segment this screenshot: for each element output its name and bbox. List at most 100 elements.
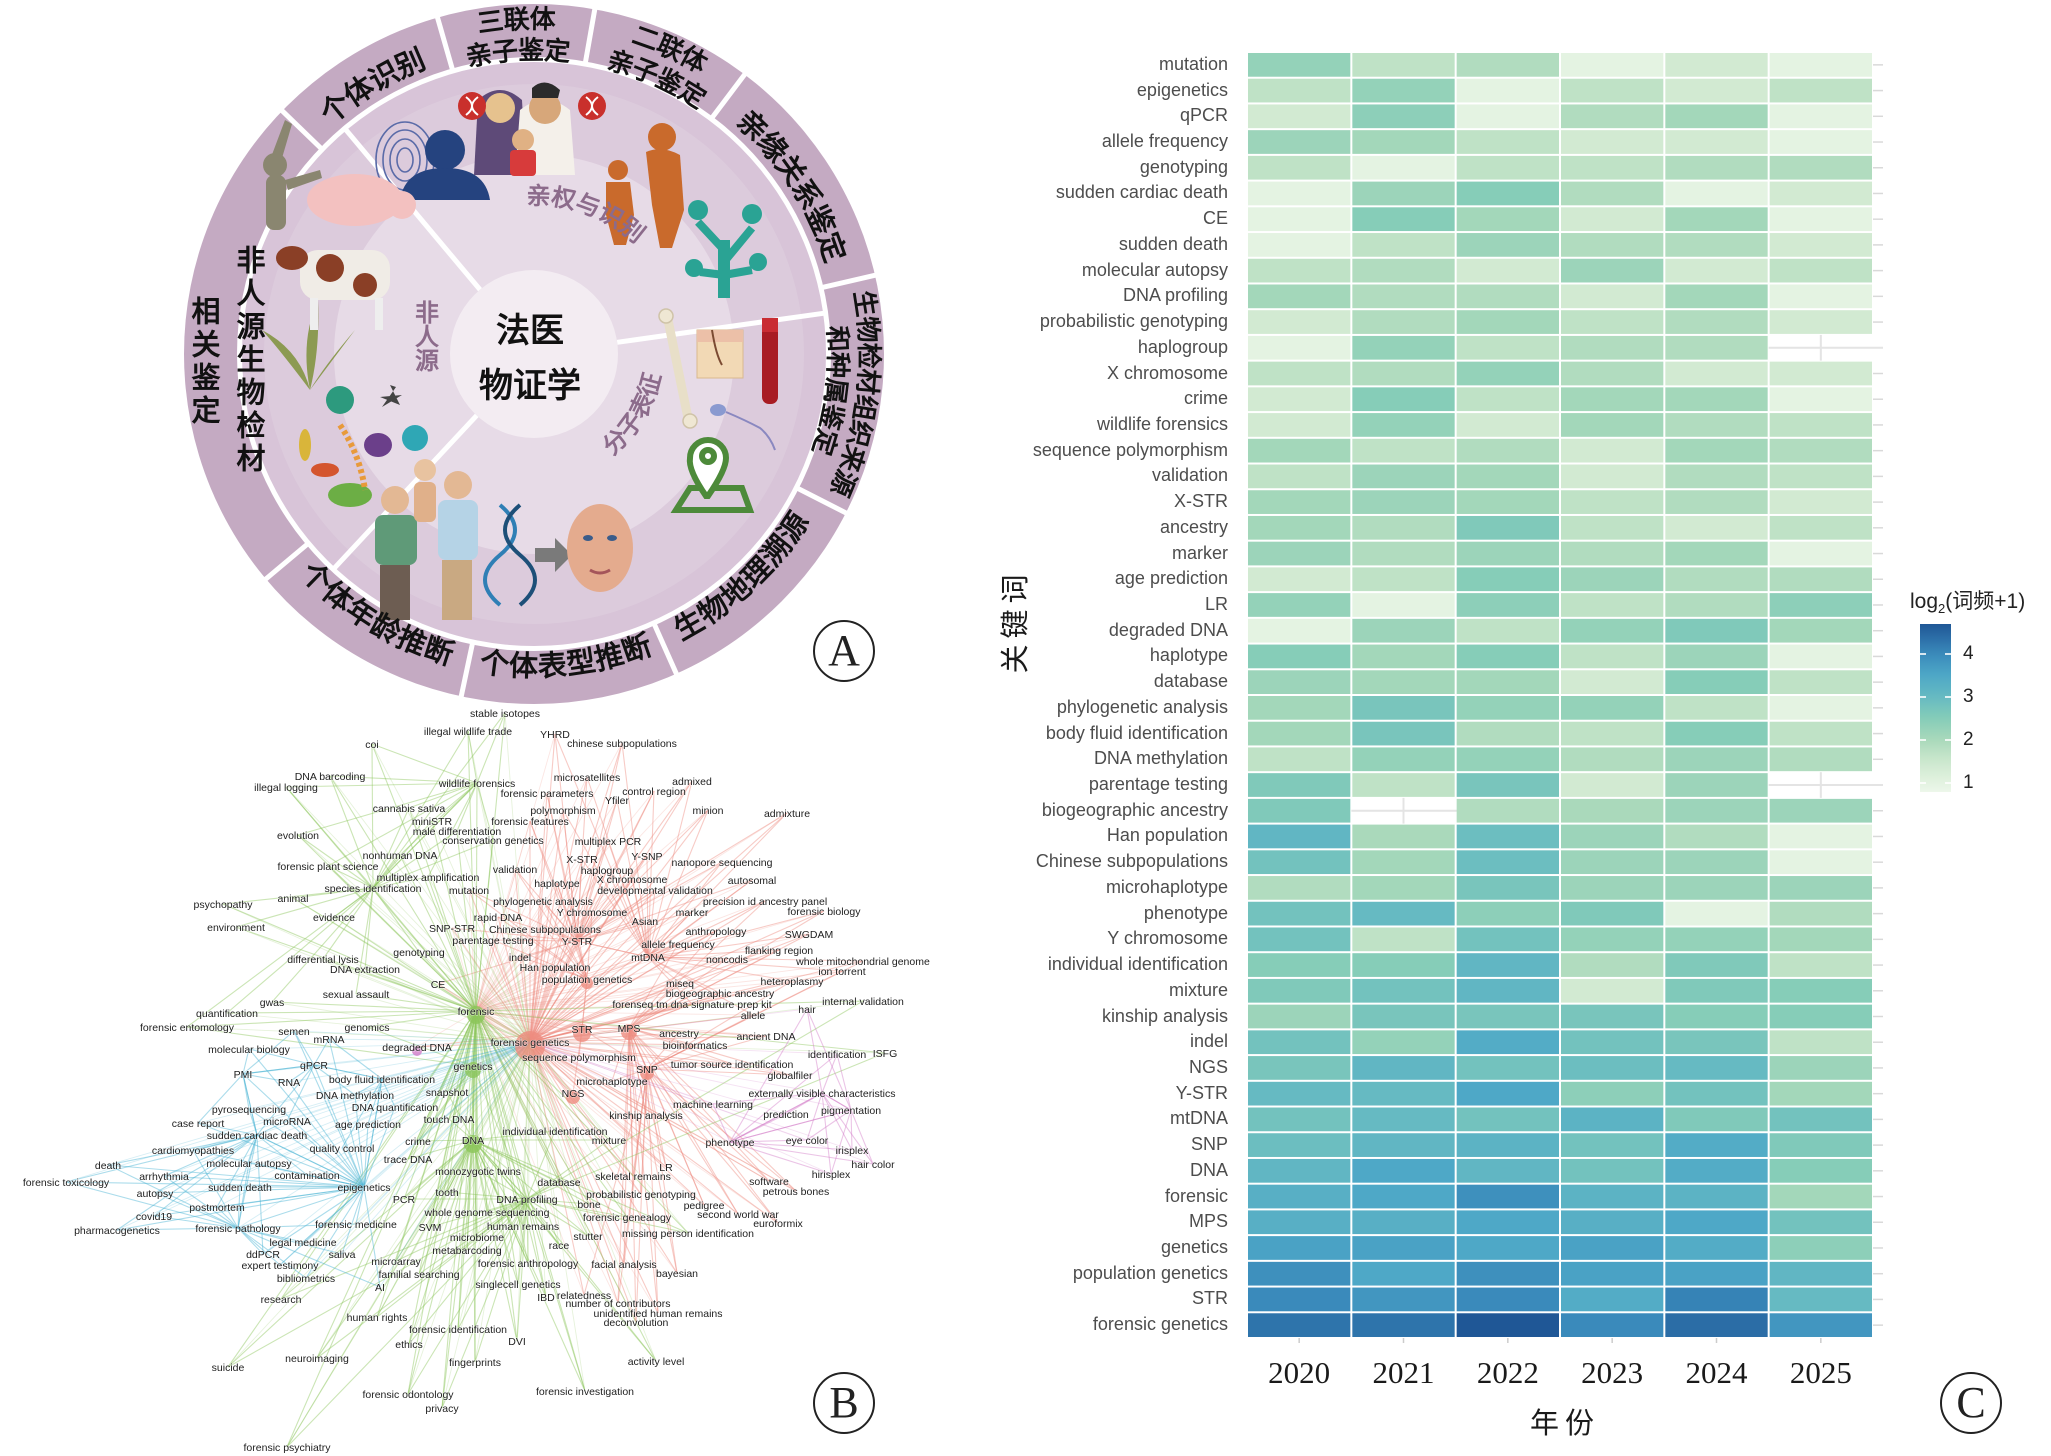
network-edge	[418, 951, 477, 1012]
network-term: admixture	[764, 808, 810, 820]
network-edge	[519, 956, 531, 1043]
network-term: MPS	[618, 1023, 641, 1035]
network-edge	[472, 1139, 524, 1227]
network-edge	[192, 1134, 258, 1151]
network-term: pigmentation	[821, 1105, 881, 1117]
network-edge	[216, 1186, 365, 1208]
network-term: Chinese subpopulations	[489, 924, 601, 936]
heatmap-cell: individual identification 2023: 1.9	[1561, 953, 1664, 977]
heatmap-cell: microhaplotype 2020: 1.9	[1248, 876, 1351, 900]
network-edge	[237, 1227, 307, 1279]
network-edge	[237, 1223, 357, 1229]
heatmap-cell: haplogroup 2024: 1.9	[1665, 335, 1768, 360]
network-edge	[468, 889, 531, 1043]
network-term: forensic identification	[409, 1324, 507, 1336]
network-term: forensic anthropology	[478, 1258, 579, 1270]
network-edge	[395, 1041, 531, 1262]
network-term: suicide	[212, 1362, 245, 1374]
heatmap-cell: Y chromosome 2023: 2.3	[1561, 927, 1664, 952]
network-term: AI	[375, 1282, 385, 1294]
heatmap-cell: marker 2024: 2.1	[1665, 541, 1768, 566]
network-edge	[647, 956, 681, 984]
network-edge	[475, 1010, 634, 1177]
network-hub-node	[464, 1135, 482, 1153]
legend-title-subscript: 2	[1938, 601, 1946, 617]
network-edge	[427, 782, 478, 878]
network-edge	[408, 807, 531, 1043]
network-edge	[372, 830, 458, 889]
heatmap-cell: database 2024: 2.5	[1665, 670, 1768, 694]
network-edge	[163, 1175, 365, 1188]
network-hubs	[412, 977, 654, 1153]
network-edge	[381, 1078, 396, 1108]
network-edge	[529, 780, 693, 1043]
network-edge	[529, 1041, 619, 1304]
network-edge	[475, 868, 516, 1012]
network-edge	[237, 1162, 250, 1229]
network-edge	[475, 1000, 864, 1012]
network-edge	[154, 1186, 365, 1194]
keyword-label: Y-STR	[1175, 1082, 1228, 1103]
network-edge	[457, 1198, 528, 1330]
network-edge	[279, 1041, 531, 1266]
heatmap-cell: mixture 2021: 2.8	[1352, 978, 1455, 1003]
network-edge	[427, 876, 531, 1043]
network-edge	[256, 1041, 531, 1136]
network-edge	[437, 940, 578, 985]
network-edge	[472, 1139, 560, 1183]
keyword-label: validation	[1151, 465, 1228, 486]
heatmap-cell: mutation 2021: 1.7	[1352, 53, 1455, 77]
heatmap-cell: DNA methylation 2022: 2.3	[1456, 747, 1559, 772]
heatmap-cell: MPS 2025: 2.8	[1769, 1210, 1872, 1235]
heatmap-cell: X-STR 2021: 2.2	[1352, 490, 1455, 514]
network-edge	[226, 1012, 531, 1043]
network-edge	[576, 920, 646, 942]
keyword-label: SNP	[1190, 1134, 1228, 1155]
network-edge	[242, 1073, 258, 1136]
network-edge	[192, 1149, 365, 1188]
outer-divider	[434, 14, 455, 71]
network-edge	[418, 1010, 477, 1275]
heatmap-cell: genotyping 2024: 1.9	[1665, 155, 1768, 180]
network-edge	[475, 1010, 619, 1304]
network-edge	[472, 1139, 529, 1264]
network-term: bayesian	[656, 1268, 698, 1280]
network-edge	[285, 782, 478, 788]
network-edge	[475, 982, 681, 1012]
network-edge	[355, 993, 531, 1043]
keyword-label: LR	[1204, 593, 1228, 614]
network-edge	[441, 1198, 528, 1409]
network-edge	[448, 1041, 531, 1120]
network-edge	[407, 1139, 474, 1160]
heatmap-cell: sequence polymorphism 2024: 2.1	[1665, 438, 1768, 463]
network-edge	[517, 1198, 528, 1285]
network-edge	[562, 809, 578, 942]
network-edge	[333, 916, 477, 1012]
heatmap-cell: population genetics 2021: 3.5	[1352, 1261, 1455, 1286]
network-edge	[256, 1064, 315, 1136]
heatmap-cell: haplotype 2023: 1.7	[1561, 644, 1664, 669]
network-term: forensic psychiatry	[244, 1442, 332, 1454]
network-edge	[529, 1041, 560, 1183]
network-edge	[529, 949, 780, 1043]
network-term: multiplex PCR	[575, 836, 642, 848]
heatmap-cell: validation 2020: 1.7	[1248, 464, 1351, 489]
heatmap-cell: Y chromosome 2022: 2.8	[1456, 927, 1559, 952]
network-edge	[367, 1078, 383, 1125]
heatmap-cell: allele frequency 2025: 1	[1769, 130, 1872, 154]
heatmap-cell: parentage testing 2023: 1.4	[1561, 773, 1664, 797]
heatmap-cell: phylogenetic analysis 2020: 2.1	[1248, 696, 1351, 720]
heatmap-cell: degraded DNA 2023: 2.3	[1561, 618, 1664, 643]
network-edge	[647, 910, 825, 958]
network-edge	[647, 956, 864, 962]
network-edge	[197, 1122, 258, 1136]
network-edge	[431, 820, 531, 1043]
network-edge	[475, 712, 506, 1012]
network-edge	[248, 1041, 531, 1110]
network-edge	[475, 911, 593, 1012]
legend-tick-mark	[1920, 782, 1951, 784]
network-edge	[371, 743, 374, 889]
network-hub-node	[515, 1031, 545, 1061]
network-edge	[529, 1041, 779, 1224]
